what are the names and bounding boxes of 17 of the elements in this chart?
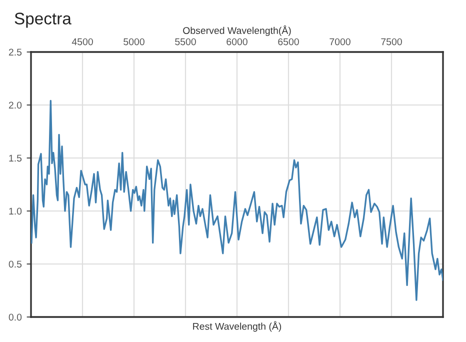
x2-axis-title: Rest Wavelength (Å) bbox=[193, 321, 282, 332]
x-tick-label: 4500 bbox=[72, 38, 93, 46]
y-tick-label: 0.5 bbox=[8, 260, 22, 268]
x-tick-label: 5000 bbox=[124, 38, 144, 46]
y-tick-label: 2.5 bbox=[8, 48, 22, 56]
x-tick-label: 7500 bbox=[381, 38, 402, 46]
x-tick-label: 6000 bbox=[226, 38, 248, 46]
x-tick-label: 5500 bbox=[175, 38, 196, 46]
y-tick-label: 1.0 bbox=[9, 208, 22, 215]
line-series bbox=[31, 100, 443, 301]
chart-title: Spectra bbox=[14, 12, 72, 28]
x-tick-label: 7000 bbox=[330, 38, 350, 46]
y-tick-label: 1.5 bbox=[9, 154, 22, 162]
y-tick-label: 2.0 bbox=[8, 102, 22, 109]
x-tick-label: 6500 bbox=[278, 38, 299, 46]
x-axis-title: Observed Wavelength(Å) bbox=[183, 25, 291, 36]
y-tick-label: 0.0 bbox=[8, 314, 22, 321]
